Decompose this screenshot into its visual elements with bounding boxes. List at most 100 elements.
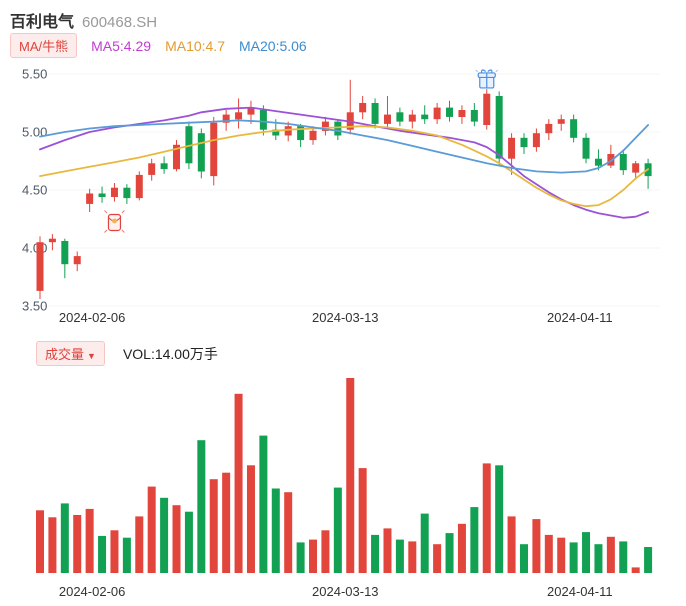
volume-header-row: 成交量 ▼ VOL:14.00万手 xyxy=(36,341,218,366)
volume-bar xyxy=(135,516,144,573)
candle-body xyxy=(458,110,466,117)
volume-bar xyxy=(234,393,243,573)
volume-bar xyxy=(619,541,628,573)
volume-bar xyxy=(594,544,603,573)
volume-bar xyxy=(420,513,429,573)
ma20-value: MA20:5.06 xyxy=(239,37,307,54)
header: 百利电气 600468.SH xyxy=(10,8,157,32)
stock-name: 百利电气 xyxy=(10,14,75,31)
volume-bar xyxy=(507,516,516,573)
volume-bar xyxy=(395,539,404,573)
candle-body xyxy=(247,107,255,115)
candle-body xyxy=(371,103,379,124)
candle-body xyxy=(483,93,491,125)
volume-bar xyxy=(85,508,94,573)
candle-body xyxy=(359,103,367,113)
candle-body xyxy=(470,110,478,122)
volume-chart[interactable]: 2024-02-06 2024-03-13 2024-04-11 xyxy=(0,368,686,606)
volume-bar xyxy=(371,534,380,573)
candle-body xyxy=(173,144,181,170)
candle-body xyxy=(148,163,156,175)
volume-bar xyxy=(519,544,528,573)
volume-bar xyxy=(631,567,640,573)
volume-dropdown[interactable]: 成交量 ▼ xyxy=(36,341,105,366)
candle-body xyxy=(520,137,528,148)
volume-bar xyxy=(333,487,342,573)
y-axis-label: 5.00 xyxy=(22,125,47,140)
stock-code: 600468.SH xyxy=(82,14,158,31)
candle-body xyxy=(235,112,243,120)
candle-body xyxy=(73,256,81,265)
volume-bar xyxy=(222,472,231,573)
candle-body xyxy=(632,163,640,173)
ma5-value: MA5:4.29 xyxy=(91,37,152,54)
volume-bar xyxy=(98,535,107,573)
candle-body xyxy=(408,114,416,122)
volume-bar xyxy=(209,479,218,573)
candle-body xyxy=(259,110,267,130)
candle-body xyxy=(36,242,44,291)
volume-bar xyxy=(408,541,417,573)
volume-bar xyxy=(122,537,131,573)
candle-body xyxy=(396,112,404,122)
red-packet-icon[interactable] xyxy=(104,210,125,233)
volume-bar xyxy=(358,468,367,573)
volume-bar xyxy=(532,519,541,573)
candle-body xyxy=(446,107,454,117)
candle-body xyxy=(210,122,218,177)
price-chart[interactable]: 5.50 5.00 4.50 4.00 3.50 2024-02-06 2024-03-13… xyxy=(0,60,686,332)
candle-body xyxy=(570,119,578,138)
candle-body xyxy=(619,154,627,171)
candle-body xyxy=(86,193,94,204)
x-axis-label: 2024-02-06 xyxy=(59,584,126,599)
ma-mode-badge[interactable]: MA/牛熊 xyxy=(10,33,78,58)
candle-body xyxy=(321,121,329,131)
candle-body xyxy=(222,114,230,123)
volume-bar xyxy=(569,542,578,573)
candle-body xyxy=(545,123,553,134)
volume-bar xyxy=(160,497,169,573)
gift-icon[interactable] xyxy=(475,69,499,89)
candle-body xyxy=(607,154,615,166)
volume-bar xyxy=(606,536,615,573)
candle-body xyxy=(532,133,540,148)
volume-bar xyxy=(60,503,69,573)
volume-bar xyxy=(644,547,653,573)
volume-bar xyxy=(482,463,491,573)
volume-dropdown-label: 成交量 xyxy=(45,347,85,362)
volume-bar xyxy=(197,440,206,573)
volume-bar xyxy=(110,530,119,573)
ma10-value: MA10:4.7 xyxy=(165,37,225,54)
volume-bar xyxy=(495,465,504,573)
candle-body xyxy=(557,119,565,124)
candle-body xyxy=(98,193,106,197)
ma10-line xyxy=(39,125,649,208)
candle-body xyxy=(433,107,441,120)
candle-body xyxy=(123,187,131,199)
volume-bar xyxy=(246,465,255,573)
candle-body xyxy=(309,130,317,141)
candle-body xyxy=(284,126,292,136)
candle-body xyxy=(297,126,305,141)
candle-body xyxy=(160,163,168,170)
candle-body xyxy=(508,137,516,159)
volume-bar xyxy=(470,507,479,573)
indicator-row: MA/牛熊 MA5:4.29 MA10:4.7 MA20:5.06 xyxy=(10,33,307,58)
volume-bar xyxy=(172,505,181,573)
x-axis-label: 2024-04-11 xyxy=(547,584,613,599)
candle-body xyxy=(110,187,118,197)
ma5-line xyxy=(39,106,649,219)
candle-body xyxy=(594,158,602,166)
chevron-down-icon: ▼ xyxy=(87,351,96,361)
y-axis-label: 5.50 xyxy=(22,67,47,82)
volume-bar xyxy=(296,542,305,573)
x-axis-label: 2024-03-13 xyxy=(312,310,379,325)
x-axis-label: 2024-02-06 xyxy=(59,310,126,325)
candle-body xyxy=(421,114,429,120)
candle-body xyxy=(135,174,143,199)
volume-bar xyxy=(445,533,454,573)
volume-bar xyxy=(433,544,442,573)
candle-body xyxy=(272,129,280,136)
volume-bar xyxy=(383,528,392,573)
x-axis-label: 2024-04-11 xyxy=(547,310,613,325)
